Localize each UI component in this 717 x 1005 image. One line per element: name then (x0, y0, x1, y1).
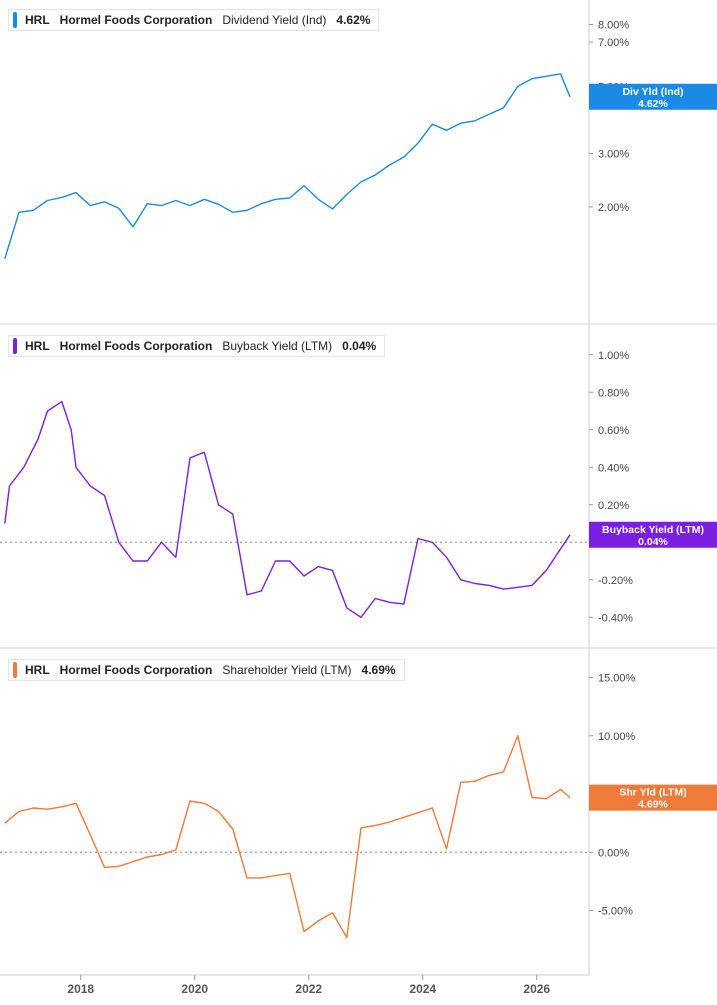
value-callout (589, 521, 717, 548)
y-tick-label: 0.60% (598, 425, 629, 437)
legend-company: Hormel Foods Corporation (59, 339, 213, 353)
legend-shareholder-yield[interactable]: HRL Hormel Foods Corporation Shareholder… (8, 659, 405, 681)
y-tick-label: -0.20% (598, 575, 633, 587)
legend-ticker: HRL (25, 663, 50, 677)
legend-metric: Buyback Yield (LTM) (222, 339, 333, 353)
y-tick-label: 0.40% (598, 462, 629, 474)
legend-company: Hormel Foods Corporation (59, 13, 213, 27)
x-tick-label: 2026 (523, 982, 550, 996)
y-tick-label: 0.00% (598, 847, 629, 859)
y-tick-label: 1.00% (598, 350, 629, 362)
callout-value: 0.04% (638, 536, 668, 548)
legend-company: Hormel Foods Corporation (59, 663, 213, 677)
legend-swatch (13, 662, 17, 678)
legend-buyback-yield[interactable]: HRL Hormel Foods Corporation Buyback Yie… (8, 335, 386, 357)
y-tick-label: 15.00% (598, 672, 636, 684)
y-tick-label: -5.00% (598, 906, 633, 918)
legend-ticker: HRL (25, 13, 50, 27)
legend-value: 4.62% (336, 13, 371, 27)
x-tick-label: 2022 (295, 982, 322, 996)
callout-value: 4.62% (638, 98, 668, 110)
value-callout (589, 784, 717, 811)
legend-swatch (13, 12, 17, 28)
legend-value: 4.69% (361, 663, 396, 677)
y-tick-label: 7.00% (598, 37, 629, 49)
x-tick-label: 2020 (181, 982, 208, 996)
legend-value: 0.04% (342, 339, 377, 353)
callout-label: Buyback Yield (LTM) (602, 524, 704, 536)
x-tick-label: 2018 (67, 982, 94, 996)
callout-label: Shr Yld (LTM) (619, 787, 686, 799)
y-tick-label: 0.80% (598, 387, 629, 399)
callout-value: 4.69% (638, 799, 668, 811)
legend-dividend-yield[interactable]: HRL Hormel Foods Corporation Dividend Yi… (8, 9, 380, 31)
legend-metric: Dividend Yield (Ind) (222, 13, 327, 27)
value-callout (589, 83, 717, 110)
y-tick-label: 2.00% (598, 202, 629, 214)
x-tick-label: 2024 (409, 982, 436, 996)
callout-label: Div Yld (Ind) (622, 86, 683, 98)
legend-ticker: HRL (25, 339, 50, 353)
y-tick-label: 10.00% (598, 731, 636, 743)
legend-swatch (13, 338, 17, 354)
y-tick-label: 3.00% (598, 149, 629, 161)
legend-metric: Shareholder Yield (LTM) (222, 663, 352, 677)
y-tick-label: 0.20% (598, 500, 629, 512)
y-tick-label: -0.40% (598, 612, 633, 624)
series-line (4, 400, 571, 618)
series-line (4, 735, 571, 939)
series-line (4, 73, 571, 259)
y-tick-label: 8.00% (598, 20, 629, 32)
